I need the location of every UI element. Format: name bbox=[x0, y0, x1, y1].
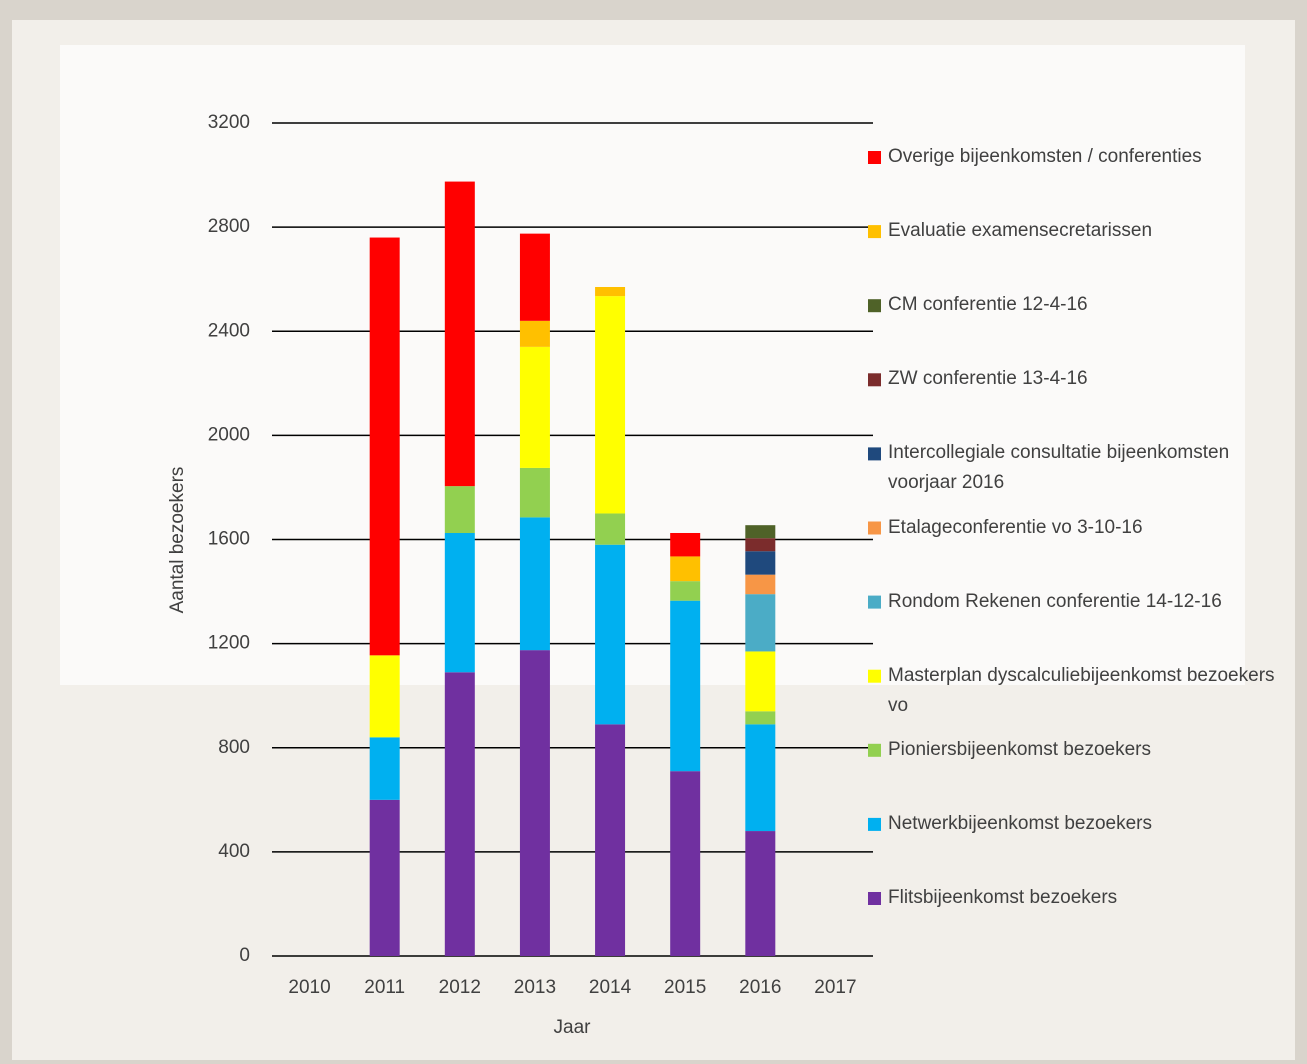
legend-label: Flitsbijeenkomst bezoekers bbox=[888, 887, 1118, 908]
legend-swatch bbox=[868, 225, 881, 239]
legend-swatch bbox=[868, 743, 881, 757]
bar-segment bbox=[595, 544, 626, 725]
bar-segment bbox=[519, 233, 550, 321]
y-tick-label: 1200 bbox=[208, 633, 250, 654]
legend-label: Etalageconferentie vo 3-10-16 bbox=[888, 516, 1143, 538]
bar-segment bbox=[670, 532, 701, 557]
y-tick-label: 2000 bbox=[208, 424, 250, 445]
bar-segment bbox=[369, 737, 400, 800]
bar-segment bbox=[670, 771, 701, 956]
x-tick-label: 2014 bbox=[589, 977, 632, 998]
legend-label: Rondom Rekenen conferentie 14-12-16 bbox=[888, 590, 1222, 612]
bar-segment bbox=[745, 525, 776, 539]
legend-label: Overige bijeenkomsten / conferenties bbox=[888, 146, 1202, 167]
x-tick-label: 2016 bbox=[739, 977, 781, 998]
legend-swatch bbox=[868, 373, 881, 387]
bar-segment bbox=[444, 532, 475, 673]
y-tick-label: 800 bbox=[218, 737, 250, 758]
screen bbox=[60, 45, 1245, 685]
bar-segment bbox=[745, 651, 776, 712]
x-axis-label: Jaar bbox=[554, 1017, 592, 1038]
bar-segment bbox=[444, 672, 475, 956]
x-tick-label: 2017 bbox=[814, 977, 856, 998]
legend-swatch bbox=[868, 447, 881, 461]
bar-segment bbox=[595, 296, 626, 514]
bar-segment bbox=[745, 538, 776, 552]
bar-segment bbox=[745, 724, 776, 832]
bar-segment bbox=[670, 556, 701, 582]
legend-swatch bbox=[868, 151, 881, 164]
y-tick-label: 1600 bbox=[208, 529, 250, 550]
bar-segment bbox=[745, 551, 776, 575]
bar-segment bbox=[595, 513, 626, 545]
x-tick-label: 2013 bbox=[514, 977, 556, 998]
x-tick-label: 2011 bbox=[364, 977, 405, 998]
legend-label: ZW conferentie 13-4-16 bbox=[888, 368, 1088, 390]
bar-segment bbox=[444, 486, 475, 533]
legend-swatch bbox=[868, 299, 881, 313]
y-tick-label: 2800 bbox=[208, 216, 250, 237]
bar-segment bbox=[369, 799, 400, 956]
bar-segment bbox=[519, 517, 550, 651]
bar-segment bbox=[519, 467, 550, 518]
legend-swatch bbox=[868, 521, 881, 535]
y-tick-label: 3200 bbox=[208, 112, 250, 133]
y-axis-label: Aantal bezoekers bbox=[167, 467, 188, 614]
bar-segment bbox=[444, 181, 475, 487]
bar-segment bbox=[369, 237, 400, 656]
x-tick-label: 2012 bbox=[439, 977, 481, 998]
x-tick-label: 2015 bbox=[664, 977, 706, 998]
y-tick-label: 2400 bbox=[208, 320, 250, 341]
bar-segment bbox=[670, 600, 701, 772]
bar-segment bbox=[519, 320, 550, 347]
legend-swatch bbox=[868, 817, 881, 831]
bar-segment bbox=[670, 581, 701, 601]
legend-swatch bbox=[868, 892, 881, 905]
legend-swatch bbox=[868, 669, 881, 683]
legend-label: Intercollegiale consultatie bijeenkomste… bbox=[888, 442, 1230, 494]
legend-label: Netwerkbijeenkomst bezoekers bbox=[888, 812, 1153, 834]
bar-segment bbox=[519, 346, 550, 468]
bar-segment bbox=[745, 831, 776, 956]
bar-segment bbox=[595, 724, 626, 956]
y-tick-label: 400 bbox=[218, 841, 250, 862]
bar-segment bbox=[745, 594, 776, 652]
bar-segment bbox=[369, 655, 400, 738]
legend-label: CM conferentie 12-4-16 bbox=[888, 294, 1088, 316]
legend-swatch bbox=[868, 595, 881, 609]
y-tick-label: 0 bbox=[239, 945, 250, 966]
legend-label: Evaluatie examensecretarissen bbox=[888, 220, 1153, 242]
bar-segment bbox=[745, 574, 776, 595]
legend-label: Masterplan dyscalculiebijeenkomst bezoek… bbox=[888, 664, 1275, 716]
bar-segment bbox=[745, 711, 776, 725]
x-tick-label: 2010 bbox=[288, 977, 330, 998]
bar-segment bbox=[519, 650, 550, 956]
bar-segment bbox=[595, 286, 626, 297]
legend-label: Pioniersbijeenkomst bezoekers bbox=[888, 738, 1151, 760]
